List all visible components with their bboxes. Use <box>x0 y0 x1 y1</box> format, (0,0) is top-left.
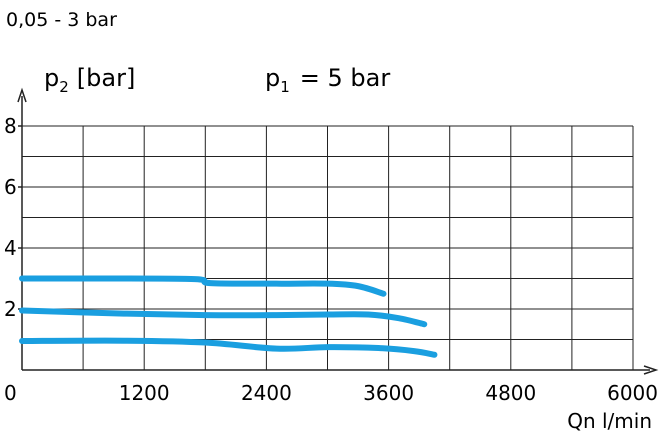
series-lines <box>19 275 438 358</box>
x-tick-label: 3600 <box>363 381 414 405</box>
y-tick-label: 6 <box>4 175 17 199</box>
x-tick-label: 4800 <box>485 381 536 405</box>
x-tick-label: 6000 <box>607 381 658 405</box>
y-tick-label: 8 <box>4 114 17 138</box>
y-axis-label: p2 [bar] <box>44 64 135 96</box>
axes <box>17 87 659 375</box>
chart-title: 0,05 - 3 bar <box>6 9 117 31</box>
tick-labels: 2 4 6 8 0 1200 2400 3600 4800 6000 <box>4 114 658 405</box>
series-line <box>19 275 387 297</box>
grid <box>22 125 634 370</box>
x-axis-label: Qn l/min <box>567 409 652 433</box>
x-tick-label: 1200 <box>119 381 170 405</box>
series-line <box>19 307 428 328</box>
y-tick-label: 4 <box>4 236 17 260</box>
x-tick-label: 2400 <box>241 381 292 405</box>
x-axis-arrow-icon <box>643 365 659 375</box>
y-axis-arrow-icon <box>17 87 27 103</box>
y-tick-label: 2 <box>4 297 17 321</box>
series-line <box>19 337 438 358</box>
p1-annotation: p1 = 5 bar <box>265 64 390 96</box>
x-tick-label: 0 <box>4 381 17 405</box>
